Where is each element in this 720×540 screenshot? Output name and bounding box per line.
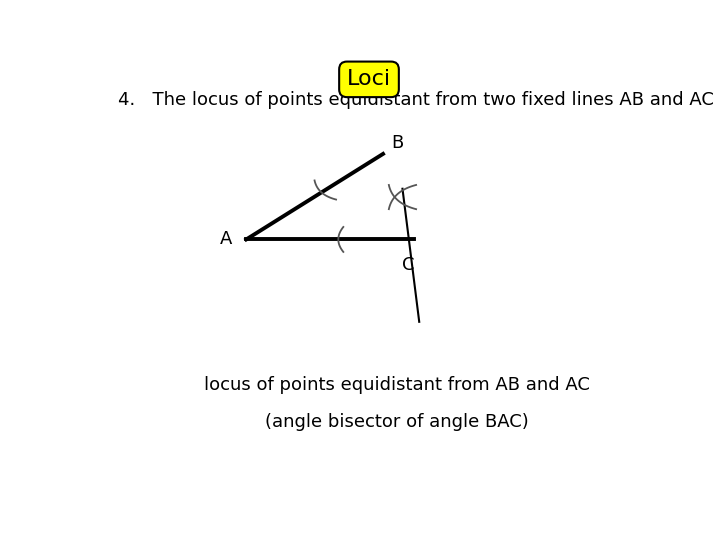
- Text: Loci: Loci: [347, 69, 391, 89]
- Text: (angle bisector of angle BAC): (angle bisector of angle BAC): [265, 414, 528, 431]
- Text: 4.   The locus of points equidistant from two fixed lines AB and AC: 4. The locus of points equidistant from …: [118, 91, 714, 109]
- Text: C: C: [402, 256, 414, 274]
- Text: B: B: [392, 134, 404, 152]
- Text: locus of points equidistant from AB and AC: locus of points equidistant from AB and …: [204, 376, 590, 394]
- Text: A: A: [220, 231, 233, 248]
